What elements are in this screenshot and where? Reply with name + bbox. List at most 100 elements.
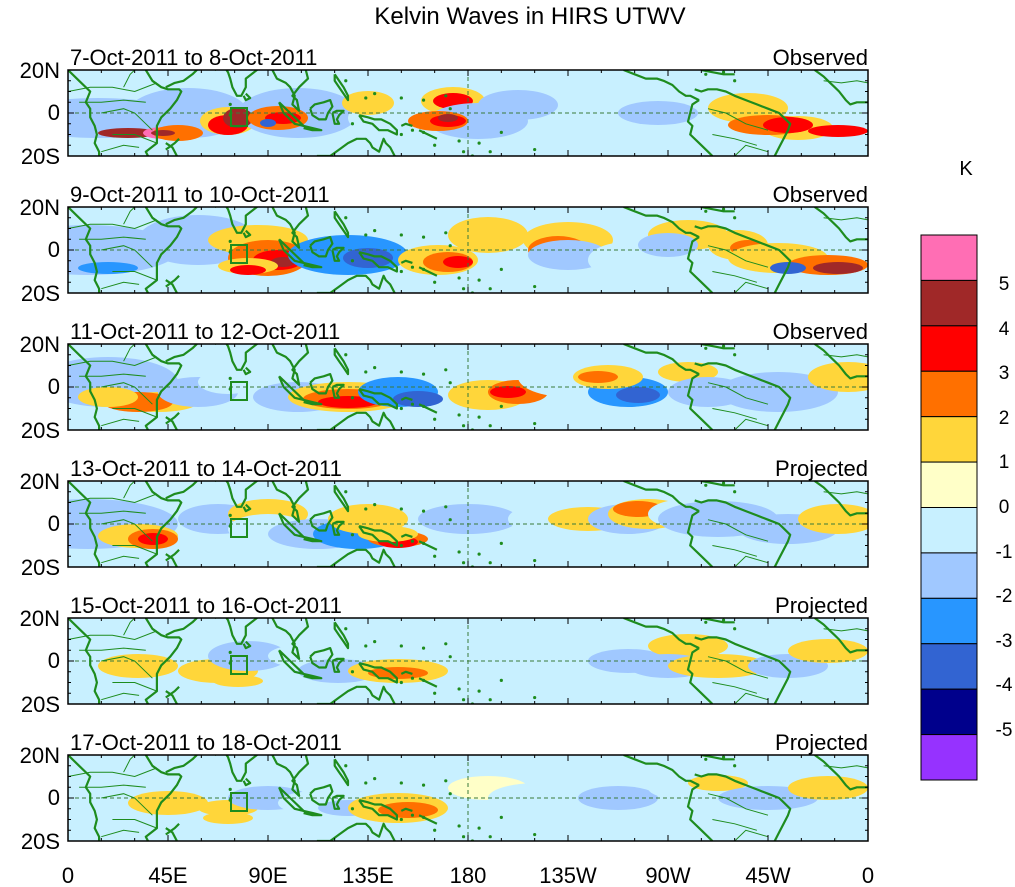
coastline [309,647,334,669]
country-border [123,755,136,773]
coastline [814,207,868,243]
island [364,644,368,648]
island [533,695,537,700]
country-border [712,134,758,146]
coastline [400,259,413,264]
coastlines [68,481,868,567]
coastline [358,114,398,136]
anomaly-contour [98,128,158,138]
lon-label: 180 [450,863,487,887]
island [373,503,377,507]
coastline [418,814,438,825]
coastline [686,510,714,567]
coastline [242,92,252,102]
anomaly-field [68,481,868,567]
island [421,815,426,819]
coastline [694,225,792,293]
island [733,216,737,220]
colorbar-swatch [920,416,978,463]
anomaly-contour [648,634,728,658]
lon-label: 45E [148,863,187,887]
island [433,691,437,695]
island [488,835,492,839]
coastline [333,758,350,787]
country-border [712,545,758,557]
coastline [316,685,396,704]
island [499,678,503,682]
island [364,507,368,511]
island [457,413,461,417]
coastline [303,261,323,269]
island [410,265,415,269]
figure-title: Kelvin Waves in HIRS UTWV [374,3,685,30]
coastline [418,677,438,688]
country-border [123,207,136,225]
coastline [358,388,398,410]
island [440,294,443,297]
island [399,507,403,511]
lat-label: 20S [21,692,60,717]
coastline [331,794,345,810]
island [373,229,377,233]
anomaly-contour [658,362,718,382]
anomaly-contour [578,371,618,383]
coastline [686,784,714,841]
country-border [734,692,769,704]
coastline [333,73,350,102]
island [350,533,355,537]
island [448,107,452,111]
colorbar-swatch [920,734,978,781]
anomaly-contour [616,387,660,403]
coastline [144,481,183,567]
island [704,346,708,350]
coastline [701,755,735,761]
coastline [144,618,183,704]
island [461,424,466,428]
country-border [112,545,158,555]
anomaly-contour [438,114,458,122]
island [440,842,443,845]
coastline [686,647,714,704]
lat-label: 20N [20,195,60,220]
anomaly-contour [98,654,178,678]
country-border [101,281,140,290]
island [448,792,452,796]
coastline [303,672,323,680]
coastline [686,373,714,430]
island [228,376,232,380]
lat-label: 20N [20,743,60,768]
island [399,406,403,411]
island [721,70,726,74]
anomaly-contour [798,504,868,534]
region-box [230,381,248,401]
coastline [358,525,398,547]
country-border [823,765,868,769]
island [433,554,437,558]
anomaly-contour [230,265,266,275]
panel-status: Projected [775,456,868,481]
coastline [214,618,259,645]
coastline [165,481,198,500]
colorbar-label: 5 [999,274,1010,295]
island [433,417,437,421]
coastline [400,396,413,401]
coastline [623,618,700,650]
coastline [694,88,792,156]
anomaly-contour [788,776,868,800]
map-panel: 20N 0 20S 15-Oct-2011 to 16-Oct-2011 Project… [20,593,869,717]
coastline [814,481,868,517]
country-border [823,354,868,358]
coastline [271,70,310,112]
lat-label: 0 [48,785,60,810]
anomaly-contour [490,386,526,398]
island [499,267,503,271]
panel-date-range: 17-Oct-2011 to 18-Oct-2011 [70,730,342,755]
coastline [316,137,396,156]
coastline [316,822,396,841]
coastline [144,207,183,293]
lon-label: 135E [342,863,393,887]
colorbar-label: 1 [999,452,1010,473]
coastline [358,799,398,821]
